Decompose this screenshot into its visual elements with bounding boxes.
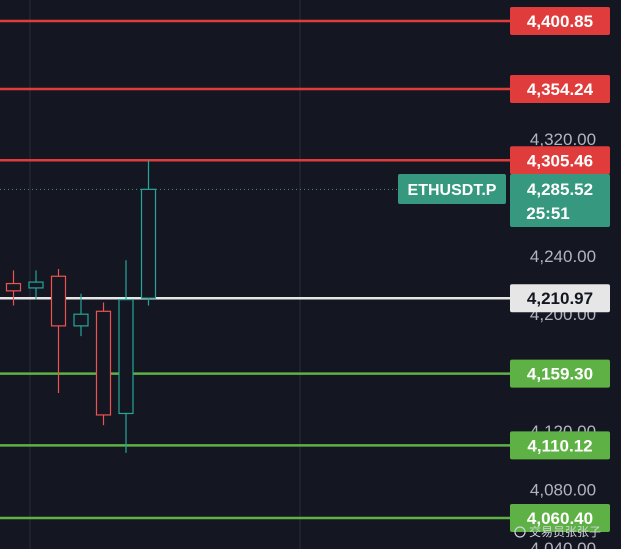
- resistance-level-tag: [510, 7, 610, 35]
- candle-body: [118, 299, 134, 415]
- price-tick-label: 4,240.00: [530, 247, 596, 266]
- candle-body: [5, 282, 22, 292]
- candle: [118, 260, 134, 453]
- candle-body: [50, 275, 67, 327]
- support-level-label: 4,060.40: [527, 509, 593, 528]
- candle-body: [140, 188, 157, 299]
- resistance-level-tag: [510, 146, 610, 175]
- watermark-logo-icon: [514, 526, 526, 538]
- level-lines: [0, 19, 510, 520]
- last-price-value: 4,285.52: [527, 180, 593, 199]
- level-price-tags: 4,400.85 4,354.24 4,305.46 4,210.97 4,159.30…: [510, 7, 610, 532]
- resistance-level-label: 4,400.85: [527, 12, 593, 31]
- candlestick-series: [5, 160, 157, 453]
- support-level-label: 4,159.30: [527, 365, 593, 384]
- support-level-label: 4,110.12: [527, 436, 592, 455]
- resistance-level-label: 4,354.24: [527, 80, 594, 99]
- countdown-timer: 25:51: [526, 204, 569, 223]
- support-level-tag: [510, 359, 610, 388]
- reference-level-tag: [510, 284, 610, 313]
- reference-level-label: 4,210.97: [527, 289, 593, 308]
- candle-body: [95, 310, 112, 416]
- candle: [5, 270, 22, 306]
- support-level-tag: [510, 504, 610, 532]
- candle: [95, 302, 112, 426]
- grid: [29, 0, 301, 549]
- watermark: 交易员张张子: [514, 524, 601, 539]
- last-price-box: [510, 174, 610, 227]
- candle: [73, 293, 89, 337]
- watermark-text: 交易员张张子: [529, 524, 601, 539]
- support-level-tag: [510, 431, 610, 460]
- candle: [140, 160, 157, 306]
- resistance-level-label: 4,305.46: [527, 151, 593, 170]
- candle-body: [28, 281, 44, 289]
- symbol-label-box: [398, 174, 506, 204]
- candle: [28, 270, 44, 300]
- price-tick-label: 4,320.00: [530, 130, 596, 149]
- candle-body: [73, 313, 89, 327]
- symbol-label: ETHUSDT.P: [408, 182, 497, 199]
- last-price-tag: ETHUSDT.P 4,285.52 25:51: [398, 174, 610, 227]
- price-tick-label: 4,040.00: [530, 539, 596, 549]
- resistance-level-tag: [510, 75, 610, 104]
- candle: [50, 268, 67, 394]
- price-tick-label: 4,080.00: [530, 480, 596, 499]
